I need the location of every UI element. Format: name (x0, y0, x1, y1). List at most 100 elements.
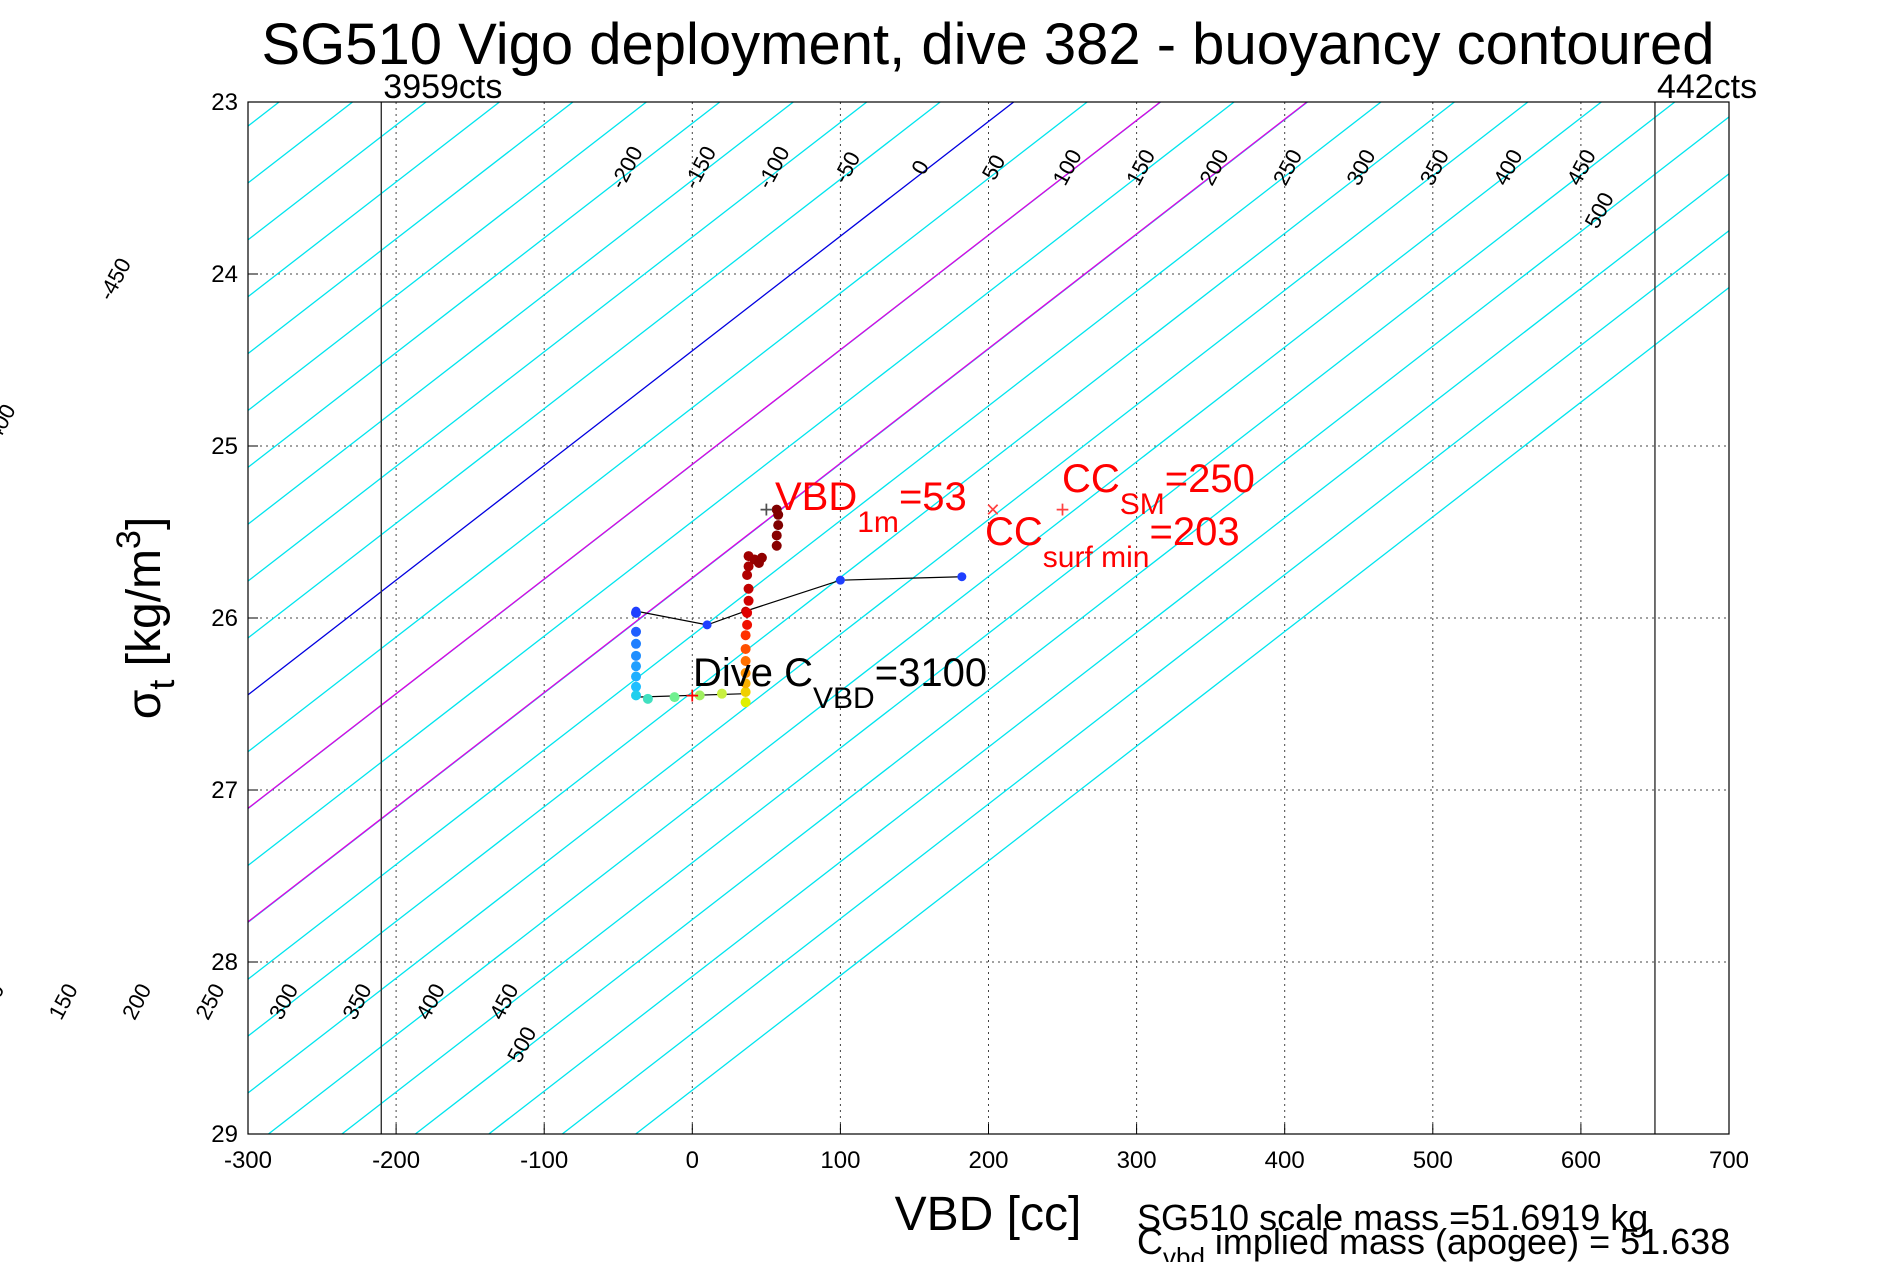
data-point (631, 671, 642, 682)
y-axis-label-sup: 3 (110, 530, 148, 549)
data-point (631, 681, 642, 692)
path-point (702, 620, 712, 630)
contour-line-cyan (248, 102, 500, 298)
contour-line-cyan (248, 102, 794, 526)
footer-scale-mass: SG510 scale mass =51.6919 kg (1137, 1197, 1648, 1238)
contour-line-cyan (248, 102, 1088, 753)
y-tick-label: 25 (211, 433, 238, 460)
data-point (742, 570, 753, 580)
marker: + (1056, 497, 1070, 524)
contour-line-cyan (248, 102, 868, 582)
data-point (631, 607, 642, 618)
data-point (631, 690, 642, 701)
dive-path-low-line (636, 693, 746, 698)
data-point (631, 638, 642, 649)
annotation-dive-cvbd: Dive CVBD=3100 (693, 651, 987, 715)
marker: + (759, 497, 773, 524)
x-tick-label: -200 (372, 1147, 420, 1174)
contour-line-zero (248, 102, 1015, 696)
buoyancy-contours (248, 102, 1729, 1134)
contour-line-cyan (561, 229, 1729, 1134)
y-axis-label-unit: [kg/m (118, 549, 171, 680)
data-point (740, 697, 751, 708)
contour-line-cyan (488, 172, 1729, 1134)
x-tick-label: 0 (686, 1147, 699, 1174)
y-tick-label: 24 (211, 261, 238, 288)
data-point (771, 504, 782, 515)
marker: + (685, 682, 699, 709)
data-point (771, 530, 782, 541)
data-point (743, 595, 754, 606)
data-point (756, 552, 767, 563)
data-point (740, 656, 751, 666)
contour-line-cyan (248, 102, 721, 469)
annotation-cc-surf-min: CCsurf min=203 (985, 510, 1240, 574)
y-tick-label: 26 (211, 605, 238, 632)
contour-line-cyan (248, 102, 1529, 1094)
contour-line-cyan (248, 102, 1235, 867)
contour-line-magenta (248, 102, 1308, 923)
data-point (631, 661, 642, 672)
data-point (740, 686, 751, 697)
data-point (740, 668, 751, 679)
contour-line-cyan (248, 102, 647, 412)
y-axis-label: σt [kg/m3] (110, 517, 182, 720)
vbd-limit-label: 442cts (1657, 68, 1757, 106)
x-tick-label: -300 (224, 1147, 272, 1174)
x-tick-label: 500 (1413, 1147, 1453, 1174)
contour-line-cyan (248, 102, 574, 355)
data-point (642, 693, 653, 704)
x-axis-ticks: -300 -200 -100 0 100 200 300 400 500 600 700 (224, 1124, 1749, 1174)
chart-title: SG510 Vigo deployment, dive 382 - buoyan… (261, 12, 1714, 77)
annotation-vbd1m: VBD1m=53 (775, 475, 967, 539)
data-point (743, 583, 754, 594)
contour-line-cyan (635, 286, 1729, 1134)
y-axis-label-close: ] (118, 517, 171, 530)
contour-line-cyan (248, 102, 941, 639)
y-tick-label: 27 (211, 777, 238, 804)
x-axis-label: VBD [cc] (895, 1188, 1082, 1241)
vbd-limit-lines: 3959cts 442cts (380, 68, 1757, 1134)
y-tick-label: 28 (211, 949, 238, 976)
y-tick-label: 29 (211, 1121, 238, 1148)
contour-line-magenta (248, 102, 1161, 810)
annotation-cc-sm: CCSM=250 (1062, 457, 1255, 521)
data-point (631, 626, 642, 637)
y-axis-ticks: 23 24 25 26 27 28 29 (211, 89, 258, 1148)
data-point (740, 643, 751, 654)
contour-line-cyan (248, 102, 1382, 981)
footer-implied-mass: Cvbd implied mass (apogee) = 51.638 (1137, 1221, 1730, 1262)
x-tick-label: 400 (1265, 1147, 1305, 1174)
data-point (742, 607, 753, 618)
y-axis-label-main: σ (118, 690, 171, 720)
y-tick-label: 23 (211, 89, 238, 116)
x-tick-label: 300 (1117, 1147, 1157, 1174)
data-point (773, 520, 784, 531)
path-point (835, 575, 845, 585)
contour-line-cyan (341, 102, 1676, 1134)
data-point (771, 540, 782, 551)
data-point (743, 561, 754, 572)
contour-line-cyan (268, 102, 1602, 1134)
x-tick-label: 100 (820, 1147, 860, 1174)
data-point (740, 678, 751, 689)
data-point (740, 630, 751, 641)
data-point (631, 650, 642, 661)
data-point (669, 692, 680, 703)
data-point (716, 688, 727, 699)
x-tick-label: 200 (968, 1147, 1008, 1174)
marker: × (986, 497, 1000, 524)
vbd-limit-label: 3959cts (383, 68, 502, 106)
y-axis-label-sub: t (141, 680, 182, 690)
x-tick-label: 700 (1709, 1147, 1749, 1174)
data-point (694, 690, 705, 701)
markers: + + × + (685, 497, 1069, 710)
data-points (631, 504, 967, 708)
data-point (742, 619, 753, 630)
x-tick-label: 600 (1561, 1147, 1601, 1174)
path-point (957, 572, 967, 582)
contour-line-cyan (414, 116, 1729, 1134)
x-tick-label: -100 (520, 1147, 568, 1174)
